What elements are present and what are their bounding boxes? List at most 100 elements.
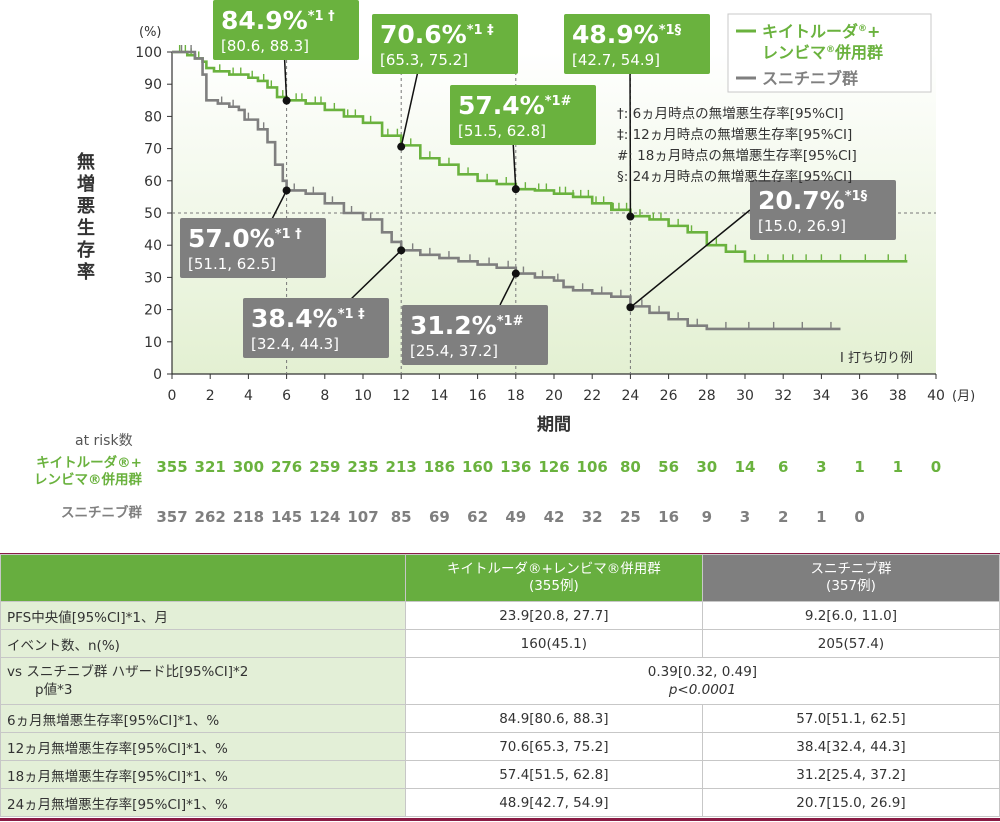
at-risk-value: 160 <box>461 458 494 476</box>
at-risk-value: 56 <box>658 458 680 476</box>
at-risk-value: 0 <box>930 458 942 476</box>
at-risk-value: 262 <box>194 508 226 526</box>
callout-value: 48.9%*1§ <box>572 20 682 49</box>
at-risk-value: 259 <box>309 458 341 476</box>
callout-ci: [65.3, 75.2] <box>380 51 468 69</box>
table-row-hazard: vs スニチニブ群 ハザード比[95%CI]*2 p値*3 0.39[0.32,… <box>0 657 1000 705</box>
at-risk-value: 126 <box>538 458 570 476</box>
y-tick-label: 20 <box>144 303 162 319</box>
callout-ci: [42.7, 54.9] <box>572 51 660 69</box>
at-risk-value: 235 <box>347 458 379 476</box>
callout-box <box>243 298 389 358</box>
series-line-0 <box>172 50 908 263</box>
callout-point <box>282 96 291 105</box>
callout-value: 57.0%*1 † <box>188 224 302 253</box>
x-tick-label: 12 <box>392 388 410 404</box>
callout-box <box>450 85 596 145</box>
x-tick-label: 0 <box>168 388 177 404</box>
callout-ci: [15.0, 26.9] <box>758 217 846 235</box>
y-tick-label: 90 <box>144 77 162 93</box>
y-unit: (%) <box>139 25 162 40</box>
y-axis-title-char: 無 <box>77 151 95 173</box>
at-risk-value: 1 <box>854 458 865 476</box>
x-tick-label: 4 <box>244 388 253 404</box>
callout-ci: [51.1, 62.5] <box>188 255 276 273</box>
at-risk-value: 14 <box>734 458 756 476</box>
callout-value: 38.4%*1 ‡ <box>251 304 365 333</box>
callout-point <box>511 185 520 194</box>
y-tick-label: 10 <box>144 335 162 351</box>
x-tick-label: 24 <box>621 388 639 404</box>
footnote: †: 6ヵ月時点の無増悪生存率[95%CI] <box>617 105 844 122</box>
table-row: 6ヵ月無増悪生存率[95%CI]*1、% 84.9[80.6, 88.3] 57… <box>0 704 1000 733</box>
callout-leader <box>499 273 517 306</box>
callout-point <box>626 303 635 312</box>
callout-box <box>180 218 326 278</box>
at-risk-value: 85 <box>390 508 412 526</box>
x-tick-label: 34 <box>812 388 830 404</box>
callout-ci: [51.5, 62.8] <box>458 122 546 140</box>
at-risk-value: 321 <box>194 458 226 476</box>
y-tick-label: 60 <box>144 174 162 190</box>
x-tick-label: 16 <box>469 388 487 404</box>
x-tick-label: 10 <box>354 388 372 404</box>
results-table: キイトルーダ®+レンビマ®併用群 (355例) スニチニブ群 (357例) PFS中… <box>0 554 1000 817</box>
at-risk-value: 276 <box>270 458 303 476</box>
at-risk-row-suni: スニチニブ群 357 262 218 145 124 107 85 69 62 49 42 32 25 1… <box>0 505 1000 545</box>
callout-leader <box>629 209 751 308</box>
x-tick-label: 30 <box>736 388 754 404</box>
x-tick-label: 36 <box>851 388 869 404</box>
table-header-row: キイトルーダ®+レンビマ®併用群 (355例) スニチニブ群 (357例) <box>0 554 1000 602</box>
callout-point <box>511 269 520 278</box>
callout-point <box>397 142 406 151</box>
at-risk-value: 106 <box>576 458 608 476</box>
at-risk-value: 0 <box>854 508 865 526</box>
at-risk-value: 25 <box>619 508 641 526</box>
at-risk-label-suni: スニチニブ群 <box>61 505 142 521</box>
callout-ci: [32.4, 44.3] <box>251 335 339 353</box>
header-suni: スニチニブ群 (357例) <box>701 554 1000 602</box>
callout-leader <box>400 61 421 147</box>
at-risk-value: 355 <box>156 458 188 476</box>
at-risk-value: 30 <box>696 458 718 476</box>
callout-ci: [25.4, 37.2] <box>410 342 498 360</box>
at-risk-value: 6 <box>777 458 789 476</box>
at-risk-value: 49 <box>505 508 527 526</box>
at-risk-value: 9 <box>701 508 713 526</box>
at-risk-value: 186 <box>423 458 456 476</box>
legend-label-combo-2: レンビマ®併用群 <box>762 43 883 62</box>
legend-box <box>727 13 932 93</box>
at-risk-value: 3 <box>816 458 827 476</box>
legend: キイトルーダ®+ レンビマ®併用群 スニチニブ群 <box>727 13 932 93</box>
at-risk-value: 145 <box>270 508 303 526</box>
at-risk-value: 1 <box>816 508 827 526</box>
legend-label-combo-1: キイトルーダ®+ <box>762 22 880 41</box>
censor-legend: I 打ち切り例 <box>840 351 913 366</box>
x-tick-label: 38 <box>889 388 907 404</box>
at-risk-value: 107 <box>347 508 379 526</box>
y-axis-title-char: 生 <box>77 217 95 239</box>
footnotes: †: 6ヵ月時点の無増悪生存率[95%CI] ‡: 12ヵ月時点の無増悪生存率[9… <box>617 105 857 185</box>
x-tick-label: 14 <box>430 388 448 404</box>
y-axis-title-char: 増 <box>77 173 95 195</box>
table-bottom-rule <box>0 818 1000 821</box>
at-risk-value: 42 <box>543 508 565 526</box>
callout-leader <box>269 190 288 224</box>
x-tick-label: 32 <box>774 388 792 404</box>
callout-value: 31.2%*1# <box>410 311 524 340</box>
header-combo: キイトルーダ®+レンビマ®併用群 (355例) <box>404 554 703 602</box>
at-risk-title: at risk数 <box>75 433 133 449</box>
x-tick-label: 22 <box>583 388 601 404</box>
at-risk-row-combo: キイトルーダ®+ レンビマ®併用群 355 321 300 276 259 235 213 1… <box>0 455 1000 495</box>
y-tick-label: 80 <box>144 109 162 125</box>
x-tick-label: 8 <box>320 388 329 404</box>
at-risk-value: 3 <box>739 508 751 526</box>
at-risk-value: 69 <box>428 508 450 526</box>
x-tick-label: 28 <box>698 388 716 404</box>
callout-box <box>402 305 548 365</box>
at-risk-value: 218 <box>232 508 265 526</box>
x-unit: (月) <box>952 389 975 404</box>
callout-point <box>282 186 291 195</box>
table-row: イベント数、n(%) 160(45.1) 205(57.4) <box>0 629 1000 658</box>
callout-box <box>213 0 359 60</box>
